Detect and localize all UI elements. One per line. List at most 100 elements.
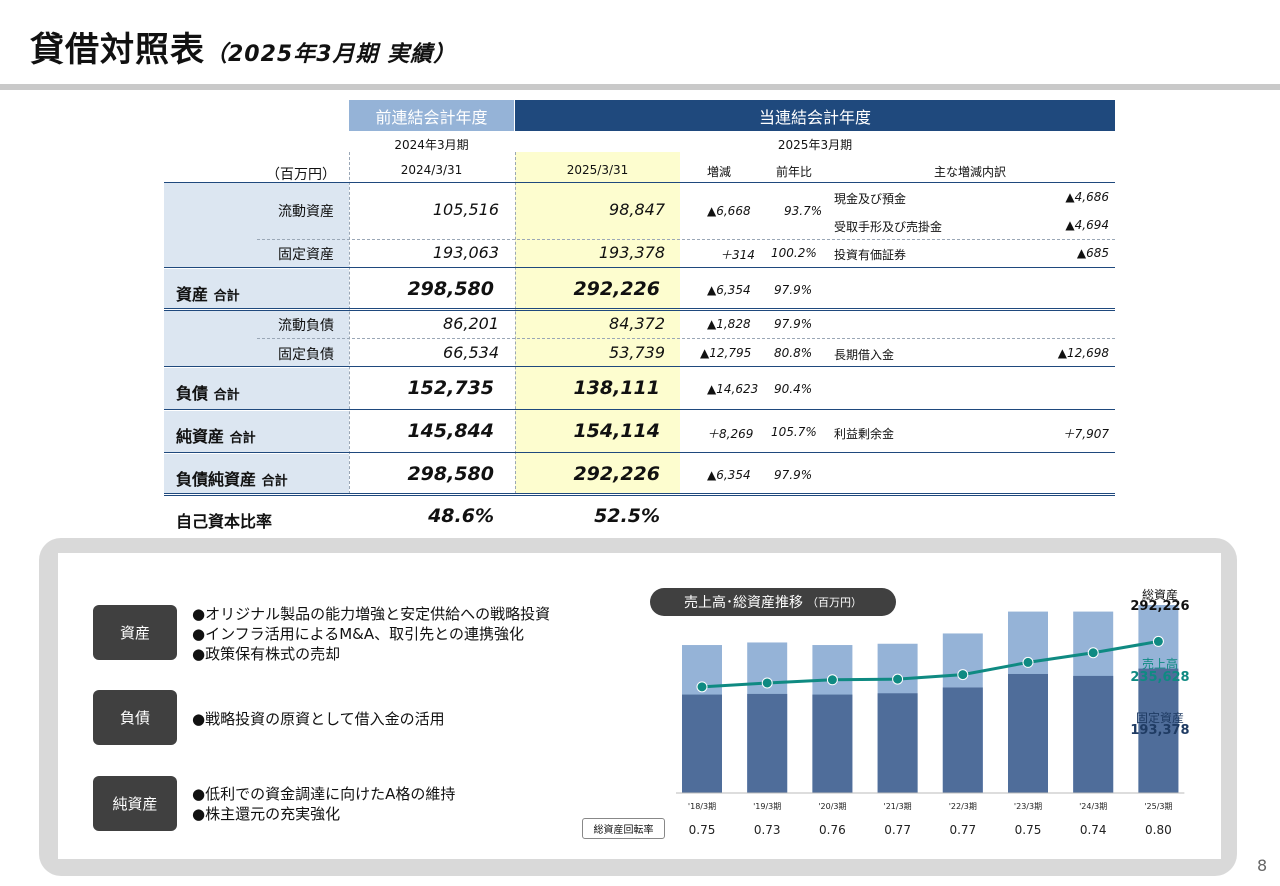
breakdown-item: 受取手形及び売掛金 [834, 220, 943, 234]
row-rule [257, 239, 1115, 240]
row-rule [164, 452, 1115, 453]
breakdown-value: ▲685 [1076, 246, 1109, 260]
net-assets-category-badge: 純資産 [93, 776, 177, 831]
row-label: 固定資産 [278, 247, 334, 263]
col-yoy: 前年比 [776, 165, 813, 179]
assets-bullets: ●オリジナル製品の能力増強と安定供給への戦略投資 ●インフラ活用によるM&A、取… [192, 604, 550, 664]
yoy-value: 100.2% [771, 246, 817, 260]
prev-value: 86,201 [443, 314, 499, 333]
prev-value: 193,063 [432, 243, 499, 262]
cur-value: 138,111 [573, 377, 660, 399]
breakdown-item: 利益剰余金 [834, 427, 895, 441]
bullet-item: ●戦略投資の原資として借入金の活用 [192, 710, 445, 728]
current-column-highlight [515, 152, 680, 494]
change-value: ＋314 [720, 248, 755, 262]
row-rule [164, 308, 1115, 311]
net-assets-bullets: ●低利での資金調達に向けたA格の維持 ●株主還元の充実強化 [192, 784, 455, 824]
total-liab-net-label-bg [164, 454, 349, 494]
cur-value: 98,847 [609, 200, 665, 219]
page-title: 貸借対照表（2025年3月期 実績） [30, 22, 456, 71]
total-assets-label-bg [164, 269, 349, 309]
breakdown-item: 投資有価証券 [834, 248, 907, 262]
bullet-item: ●低利での資金調達に向けたA格の維持 [192, 785, 456, 803]
yoy-value: 93.7% [784, 204, 823, 218]
row-rule [164, 182, 1115, 183]
assets-category-badge: 資産 [93, 605, 177, 660]
column-divider [515, 152, 516, 494]
balance-sheet-table: 前連結会計年度 当連結会計年度 2024年3月期 2025年3月期 （百万円） … [164, 100, 1115, 531]
prev-value: 105,516 [432, 200, 499, 219]
cur-value: 292,226 [573, 278, 660, 300]
change-value: ▲12,795 [700, 346, 752, 360]
change-value: ▲14,623 [707, 382, 759, 396]
chart-title: 売上高･総資産推移 （百万円） [650, 588, 896, 616]
prev-value: 145,844 [407, 420, 494, 442]
bullet-item: ●政策保有株式の売却 [192, 645, 341, 663]
yoy-value: 90.4% [774, 382, 813, 396]
yoy-value: 105.7% [771, 425, 817, 439]
equity-ratio-label: 自己資本比率 [176, 512, 273, 531]
total-assets-label: 資産 合計 [176, 285, 240, 304]
column-divider [349, 152, 350, 494]
yoy-value: 97.9% [774, 283, 813, 297]
row-rule [164, 409, 1115, 410]
breakdown-value: ▲4,686 [1065, 190, 1109, 204]
change-value: ▲6,354 [707, 468, 751, 482]
yoy-value: 97.9% [774, 468, 813, 482]
cur-date: 2025/3/31 [566, 163, 629, 177]
page-title-main: 貸借対照表 [30, 30, 205, 70]
change-value: ▲6,354 [707, 283, 751, 297]
liabilities-bullets: ●戦略投資の原資として借入金の活用 [192, 709, 445, 729]
sales-annotation-value: 235,628 [1130, 670, 1190, 685]
row-label: 流動資産 [278, 204, 334, 220]
page-title-sub: （2025年3月期 実績） [205, 42, 457, 67]
change-value: ▲1,828 [707, 317, 751, 331]
cur-value: 193,378 [598, 243, 665, 262]
prev-value: 48.6% [428, 505, 494, 527]
cur-value: 292,226 [573, 463, 660, 485]
change-value: ＋8,269 [707, 427, 754, 441]
cur-period: 2025年3月期 [777, 138, 853, 152]
row-rule [257, 338, 1115, 339]
prev-value: 298,580 [407, 278, 494, 300]
prev-value: 298,580 [407, 463, 494, 485]
header-prev-year: 前連結会計年度 [349, 100, 514, 131]
breakdown-item: 長期借入金 [834, 348, 895, 362]
change-value: ▲6,668 [707, 204, 751, 218]
cur-value: 154,114 [573, 420, 660, 442]
cur-value: 52.5% [594, 505, 660, 527]
row-rule [164, 267, 1115, 268]
bullet-item: ●株主還元の充実強化 [192, 805, 341, 823]
fixed-assets-annotation: 固定資産 [1135, 711, 1184, 725]
prev-value: 66,534 [443, 343, 499, 362]
liabilities-category-badge: 負債 [93, 690, 177, 745]
chart-title-text: 売上高･総資産推移 [684, 595, 803, 611]
breakdown-value: ＋7,907 [1062, 427, 1109, 441]
row-rule [164, 493, 1115, 496]
page-number: 8 [1257, 856, 1268, 875]
cur-value: 53,739 [609, 343, 665, 362]
fixed-assets-annotation-value: 193,378 [1130, 723, 1190, 738]
total-assets-annotation-value: 292,226 [1130, 599, 1190, 614]
total-liab-net-label: 負債純資産 合計 [176, 470, 288, 489]
row-label: 固定負債 [278, 347, 334, 363]
breakdown-value: ▲4,694 [1065, 218, 1109, 232]
sales-annotation: 売上高 [1141, 657, 1178, 671]
prev-period: 2024年3月期 [394, 138, 469, 152]
breakdown-item: 現金及び預金 [834, 192, 907, 206]
breakdown-value: ▲12,698 [1057, 346, 1109, 360]
title-divider [0, 84, 1280, 90]
prev-date: 2024/3/31 [400, 163, 463, 177]
net-assets-label-bg [164, 411, 349, 452]
bullet-item: ●オリジナル製品の能力増強と安定供給への戦略投資 [192, 605, 551, 623]
prev-value: 152,735 [407, 377, 494, 399]
col-change: 増減 [707, 165, 732, 179]
total-liab-label-bg [164, 368, 349, 409]
yoy-value: 97.9% [774, 317, 813, 331]
col-breakdown: 主な増減内訳 [934, 165, 1007, 179]
assets-label-bg [164, 183, 349, 267]
total-liab-label: 負債 合計 [176, 384, 240, 403]
cur-value: 84,372 [609, 314, 665, 333]
unit-label: （百万円） [266, 167, 336, 183]
asset-turnover-label: 総資産回転率 [582, 818, 665, 839]
